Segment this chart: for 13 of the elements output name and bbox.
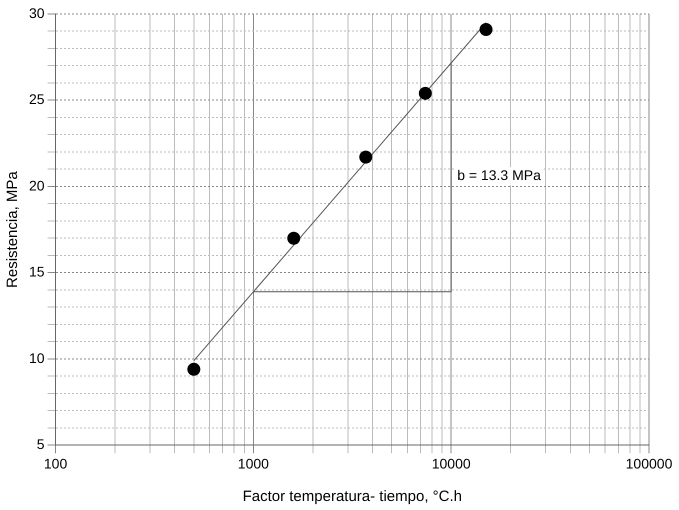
x-axis-title: Factor temperatura- tiempo, °C.h [242, 488, 462, 506]
y-tick-label: 10 [28, 350, 45, 366]
y-axis-title: Resistencia, MPa [4, 170, 22, 288]
y-tick-label: 15 [28, 264, 45, 280]
annotation: b = 13.3 MPa [457, 166, 542, 183]
y-tick-label: 20 [28, 177, 45, 194]
x-tick-label: 100000 [626, 455, 673, 472]
x-tick-label: 100 [44, 455, 68, 472]
y-tick-label: 25 [28, 91, 45, 108]
y-tick-label: 30 [28, 4, 45, 21]
x-tick-label: 10000 [432, 455, 471, 472]
x-tick-label: 1000 [238, 455, 270, 472]
y-tick-label: 5 [36, 436, 45, 452]
